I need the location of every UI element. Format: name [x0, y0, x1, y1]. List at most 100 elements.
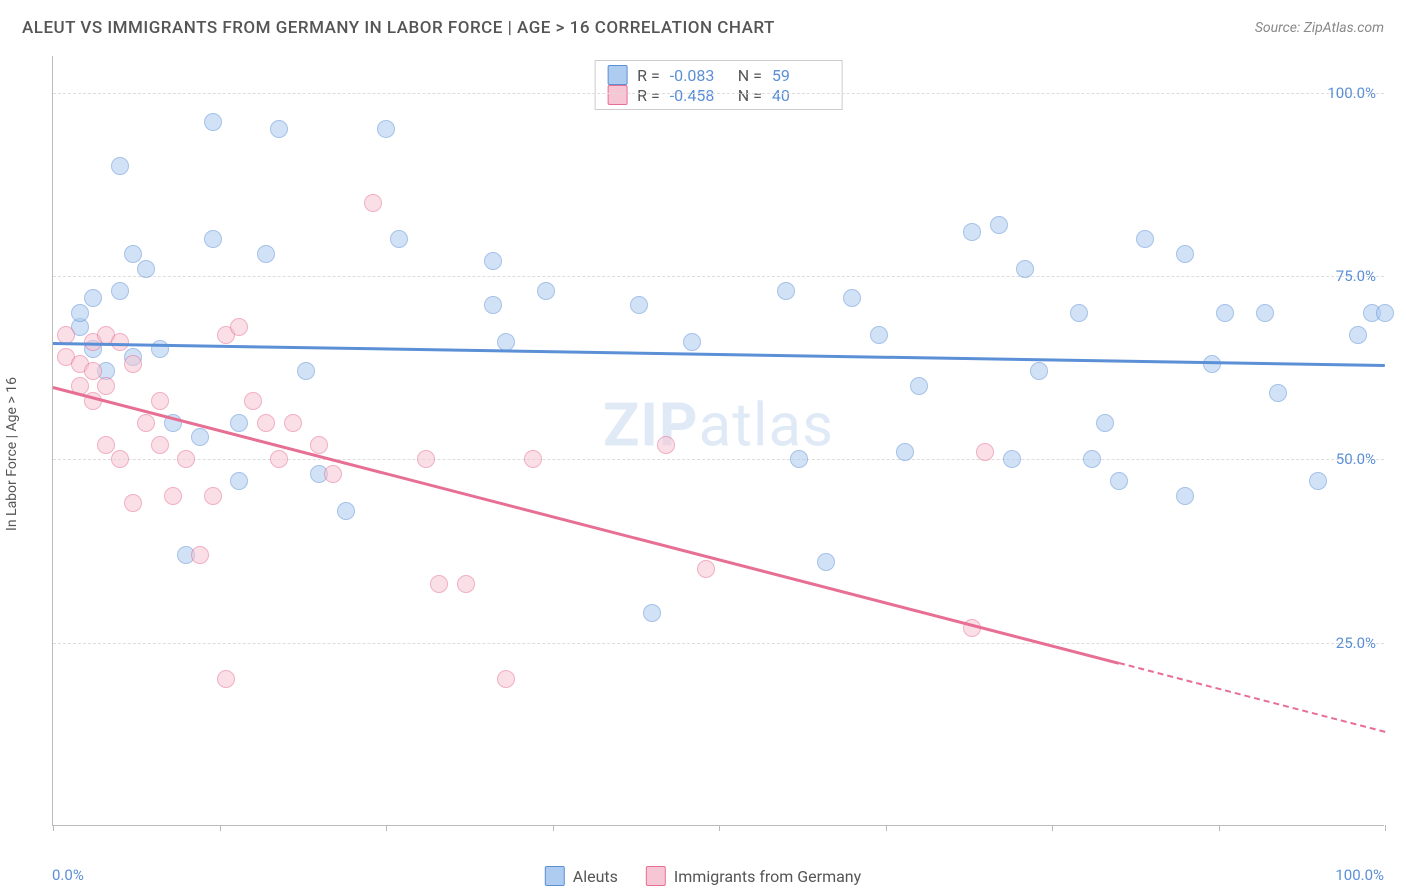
data-point: [191, 428, 209, 446]
data-point: [1269, 384, 1287, 402]
data-point: [97, 436, 115, 454]
data-point: [963, 223, 981, 241]
data-point: [1110, 472, 1128, 490]
data-point: [364, 194, 382, 212]
data-point: [284, 414, 302, 432]
data-point: [430, 575, 448, 593]
data-point: [257, 245, 275, 263]
data-point: [683, 333, 701, 351]
data-point: [843, 289, 861, 307]
data-point: [151, 436, 169, 454]
data-point: [124, 245, 142, 263]
x-tick-mark: [220, 825, 221, 831]
data-point: [896, 443, 914, 461]
legend-item: Immigrants from Germany: [646, 866, 861, 886]
data-point: [990, 216, 1008, 234]
gridline: [53, 276, 1384, 277]
data-point: [870, 326, 888, 344]
data-point: [204, 230, 222, 248]
x-axis-label-left: 0.0%: [52, 866, 84, 884]
data-point: [84, 289, 102, 307]
data-point: [1096, 414, 1114, 432]
data-point: [270, 120, 288, 138]
x-tick-mark: [553, 825, 554, 831]
data-point: [1083, 450, 1101, 468]
chart-title: ALEUT VS IMMIGRANTS FROM GERMANY IN LABO…: [22, 18, 775, 38]
data-point: [697, 560, 715, 578]
source-attribution: Source: ZipAtlas.com: [1255, 20, 1384, 36]
data-point: [230, 472, 248, 490]
data-point: [137, 260, 155, 278]
x-axis-label-right: 100.0%: [1335, 866, 1384, 884]
legend-swatch: [545, 866, 565, 886]
data-point: [390, 230, 408, 248]
y-tick-label: 75.0%: [1336, 267, 1376, 285]
data-point: [84, 362, 102, 380]
data-point: [217, 670, 235, 688]
data-point: [111, 282, 129, 300]
data-point: [817, 553, 835, 571]
n-value: 40: [772, 86, 830, 105]
data-point: [230, 414, 248, 432]
data-point: [524, 450, 542, 468]
gridline: [53, 643, 1384, 644]
legend-swatch: [607, 65, 627, 85]
data-point: [71, 304, 89, 322]
data-point: [1309, 472, 1327, 490]
data-point: [497, 670, 515, 688]
plot-area: ZIPatlas R =-0.083N =59R =-0.458N =40 25…: [52, 56, 1384, 826]
data-point: [1003, 450, 1021, 468]
x-tick-mark: [1385, 825, 1386, 831]
data-point: [1016, 260, 1034, 278]
y-tick-label: 100.0%: [1327, 84, 1376, 102]
data-point: [1376, 304, 1394, 322]
data-point: [1216, 304, 1234, 322]
data-point: [324, 465, 342, 483]
data-point: [497, 333, 515, 351]
legend-swatch: [646, 866, 666, 886]
data-point: [657, 436, 675, 454]
data-point: [1176, 487, 1194, 505]
gridline: [53, 459, 1384, 460]
data-point: [484, 296, 502, 314]
data-point: [1349, 326, 1367, 344]
r-label: R =: [637, 86, 660, 105]
data-point: [777, 282, 795, 300]
data-point: [1070, 304, 1088, 322]
data-point: [1203, 355, 1221, 373]
y-tick-label: 50.0%: [1336, 450, 1376, 468]
data-point: [1176, 245, 1194, 263]
trend-line: [53, 386, 1119, 664]
x-tick-mark: [386, 825, 387, 831]
data-point: [164, 487, 182, 505]
x-tick-mark: [53, 825, 54, 831]
n-label: N =: [738, 66, 762, 85]
legend-label: Immigrants from Germany: [674, 867, 861, 886]
x-tick-mark: [719, 825, 720, 831]
trend-line: [1118, 662, 1385, 733]
legend-item: Aleuts: [545, 866, 618, 886]
data-point: [417, 450, 435, 468]
data-point: [1030, 362, 1048, 380]
data-point: [57, 326, 75, 344]
data-point: [270, 450, 288, 468]
r-label: R =: [637, 66, 660, 85]
data-point: [337, 502, 355, 520]
watermark-bold: ZIP: [603, 390, 699, 461]
stats-legend-box: R =-0.083N =59R =-0.458N =40: [594, 60, 843, 110]
data-point: [97, 377, 115, 395]
bottom-legend: Aleuts Immigrants from Germany: [545, 866, 861, 886]
stats-row: R =-0.458N =40: [607, 85, 830, 105]
data-point: [124, 494, 142, 512]
data-point: [1136, 230, 1154, 248]
r-value: -0.083: [670, 66, 728, 85]
data-point: [111, 157, 129, 175]
legend-swatch: [607, 85, 627, 105]
data-point: [111, 450, 129, 468]
y-axis-label: In Labor Force | Age > 16: [4, 377, 20, 531]
data-point: [204, 113, 222, 131]
legend-label: Aleuts: [573, 867, 618, 886]
gridline: [53, 93, 1384, 94]
data-point: [976, 443, 994, 461]
trend-line: [53, 342, 1385, 366]
